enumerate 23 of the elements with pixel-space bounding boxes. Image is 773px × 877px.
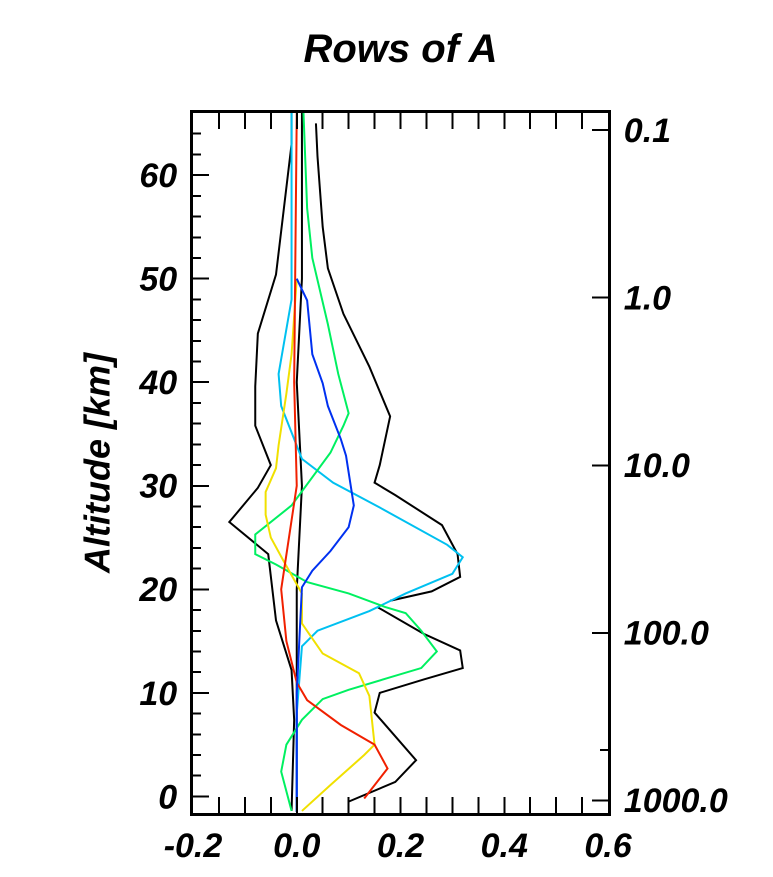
y-tick-label: 40 bbox=[138, 364, 178, 402]
y2-tick-label: 100.0 bbox=[624, 614, 709, 653]
y-axis-title: Altitude [km] bbox=[76, 352, 118, 574]
y-tick-label: 10 bbox=[139, 674, 178, 713]
x-tick-label: 0.2 bbox=[376, 826, 424, 865]
y-tick-label: 60 bbox=[139, 157, 178, 196]
x-tick-label: 0.0 bbox=[273, 826, 320, 865]
y-tick-label: 20 bbox=[138, 571, 178, 610]
y2-tick-label: 1000.0 bbox=[624, 782, 728, 820]
line-series bbox=[314, 122, 462, 602]
line-series bbox=[264, 278, 376, 812]
y2-tick-label: 0.1 bbox=[624, 112, 672, 150]
x-tick-label: 0.4 bbox=[480, 826, 528, 865]
y2-tick-label: 1.0 bbox=[624, 280, 672, 318]
chart-title: Rows of A bbox=[303, 27, 498, 71]
y-tick-label: 0 bbox=[158, 778, 178, 816]
x-tick-label: 0.6 bbox=[584, 826, 633, 865]
line-series bbox=[254, 113, 438, 812]
x-tick-label: -0.2 bbox=[164, 826, 222, 865]
y2-tick-label: 10.0 bbox=[624, 447, 690, 486]
line-series bbox=[280, 113, 389, 800]
y-tick-label: 30 bbox=[139, 468, 178, 506]
y-tick-label: 50 bbox=[139, 260, 178, 299]
